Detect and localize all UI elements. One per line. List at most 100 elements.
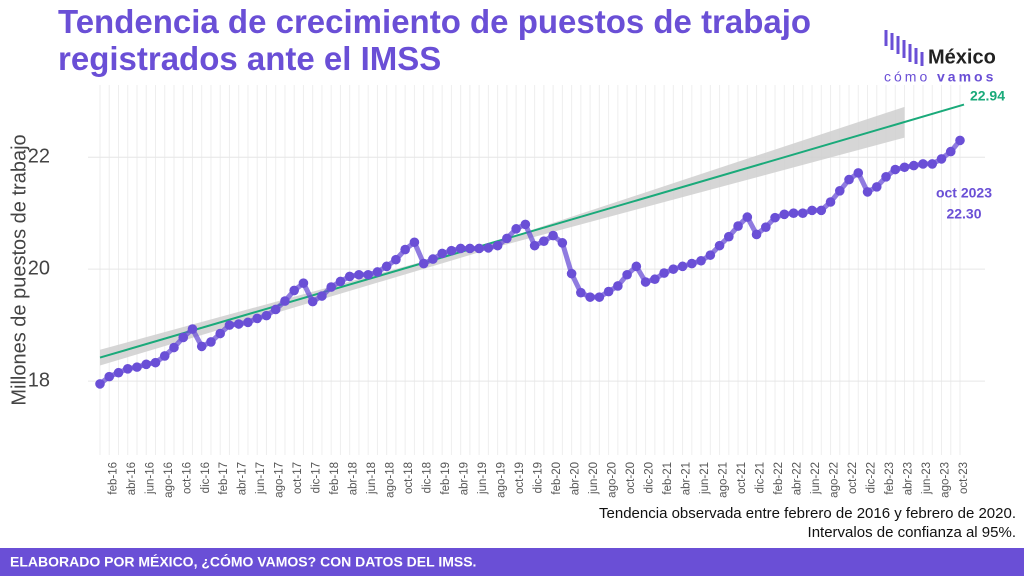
x-tick-label: abr-16 <box>126 462 138 495</box>
point <box>502 233 512 244</box>
point <box>474 243 484 254</box>
point <box>307 296 318 307</box>
value-label: 22.30 <box>946 206 981 222</box>
point <box>779 209 790 220</box>
note: Intervalos de confianza al 95%. <box>808 524 1016 541</box>
x-tick-label: dic-19 <box>533 462 545 493</box>
point <box>871 182 882 192</box>
point <box>372 267 383 277</box>
point <box>724 231 734 242</box>
point <box>150 357 161 368</box>
point <box>354 269 364 280</box>
x-tick-label: oct-20 <box>625 462 637 494</box>
point <box>483 243 494 253</box>
logo: México cómo vamos <box>884 30 996 85</box>
point <box>520 219 531 230</box>
point <box>95 379 105 389</box>
point <box>936 154 947 164</box>
point <box>594 292 605 302</box>
point <box>381 261 392 272</box>
point <box>418 258 429 269</box>
x-tick-label: ago-19 <box>496 462 508 498</box>
x-tick-label: feb-23 <box>884 462 896 495</box>
y-axis-label: Millones de puestos de trabajo <box>8 134 30 405</box>
footer-bar <box>0 548 1024 576</box>
point <box>261 310 272 321</box>
point <box>751 229 762 240</box>
point <box>187 324 198 334</box>
x-tick-label: ago-22 <box>829 462 841 498</box>
x-tick-label: oct-17 <box>292 462 304 494</box>
point <box>539 236 549 246</box>
point <box>825 197 836 207</box>
point <box>677 261 688 272</box>
x-tick-label: jun-20 <box>588 462 600 495</box>
point <box>908 160 919 171</box>
point <box>603 286 614 297</box>
point <box>317 291 327 301</box>
point <box>289 285 299 296</box>
logo-text: vamos <box>937 69 996 85</box>
point <box>844 174 854 185</box>
x-tick-label: jun-21 <box>699 462 711 495</box>
y-tick-label: 18 <box>28 369 50 391</box>
x-tick-label: dic-17 <box>311 462 323 493</box>
x-tick-label: jun-19 <box>477 462 489 495</box>
chart-title: registrados ante el IMSS <box>58 40 441 77</box>
point <box>807 205 817 216</box>
point <box>613 281 623 291</box>
point <box>437 248 447 259</box>
x-tick-label: jun-18 <box>366 462 378 495</box>
point <box>687 258 697 269</box>
x-tick-label: ago-23 <box>940 462 952 498</box>
x-tick-label: feb-22 <box>773 462 785 495</box>
trend-line <box>99 103 965 359</box>
point <box>132 362 142 372</box>
point <box>409 237 420 248</box>
point <box>141 359 152 370</box>
x-tick-label: abr-20 <box>570 462 582 495</box>
point <box>335 276 346 287</box>
x-tick-label: jun-17 <box>255 462 267 495</box>
point <box>659 268 669 278</box>
point <box>862 187 873 197</box>
x-tick-label: jun-22 <box>810 462 822 495</box>
x-tick-label: ago-20 <box>607 462 619 498</box>
point <box>714 240 725 251</box>
point <box>899 162 910 173</box>
point <box>548 230 558 241</box>
point <box>788 208 799 218</box>
note: Tendencia observada entre febrero de 201… <box>599 505 1016 522</box>
x-tick-label: oct-21 <box>736 462 748 494</box>
confidence-band <box>100 106 905 366</box>
x-tick-label: oct-16 <box>181 462 193 494</box>
x-tick-label: jun-16 <box>144 462 156 495</box>
point <box>224 320 235 330</box>
footer: ELABORADO POR MÉXICO, ¿CÓMO VAMOS? CON D… <box>10 553 476 570</box>
point <box>797 208 808 218</box>
point <box>344 271 355 282</box>
trend-label: 22.94 <box>970 87 1005 103</box>
x-tick-label: feb-21 <box>662 462 674 495</box>
point <box>270 304 281 315</box>
x-tick-label: jun-23 <box>921 462 933 495</box>
point <box>650 274 660 285</box>
point <box>557 238 568 248</box>
point <box>770 212 780 223</box>
x-tick-label: feb-20 <box>551 462 563 495</box>
point <box>252 313 263 324</box>
x-tick-label: abr-22 <box>792 462 804 495</box>
x-tick-label: abr-17 <box>237 462 249 495</box>
x-tick-label: abr-21 <box>681 462 693 495</box>
x-tick-label: feb-16 <box>107 462 119 495</box>
point <box>918 159 928 169</box>
point <box>816 205 827 216</box>
logo-text: México <box>928 46 996 68</box>
annotation: oct 2023 <box>936 185 992 201</box>
y-tick-label: 22 <box>28 145 50 167</box>
point <box>511 224 521 234</box>
chart-title: Tendencia de crecimiento de puestos de t… <box>58 3 811 40</box>
x-tick-label: dic-22 <box>866 462 878 493</box>
point <box>298 278 309 288</box>
